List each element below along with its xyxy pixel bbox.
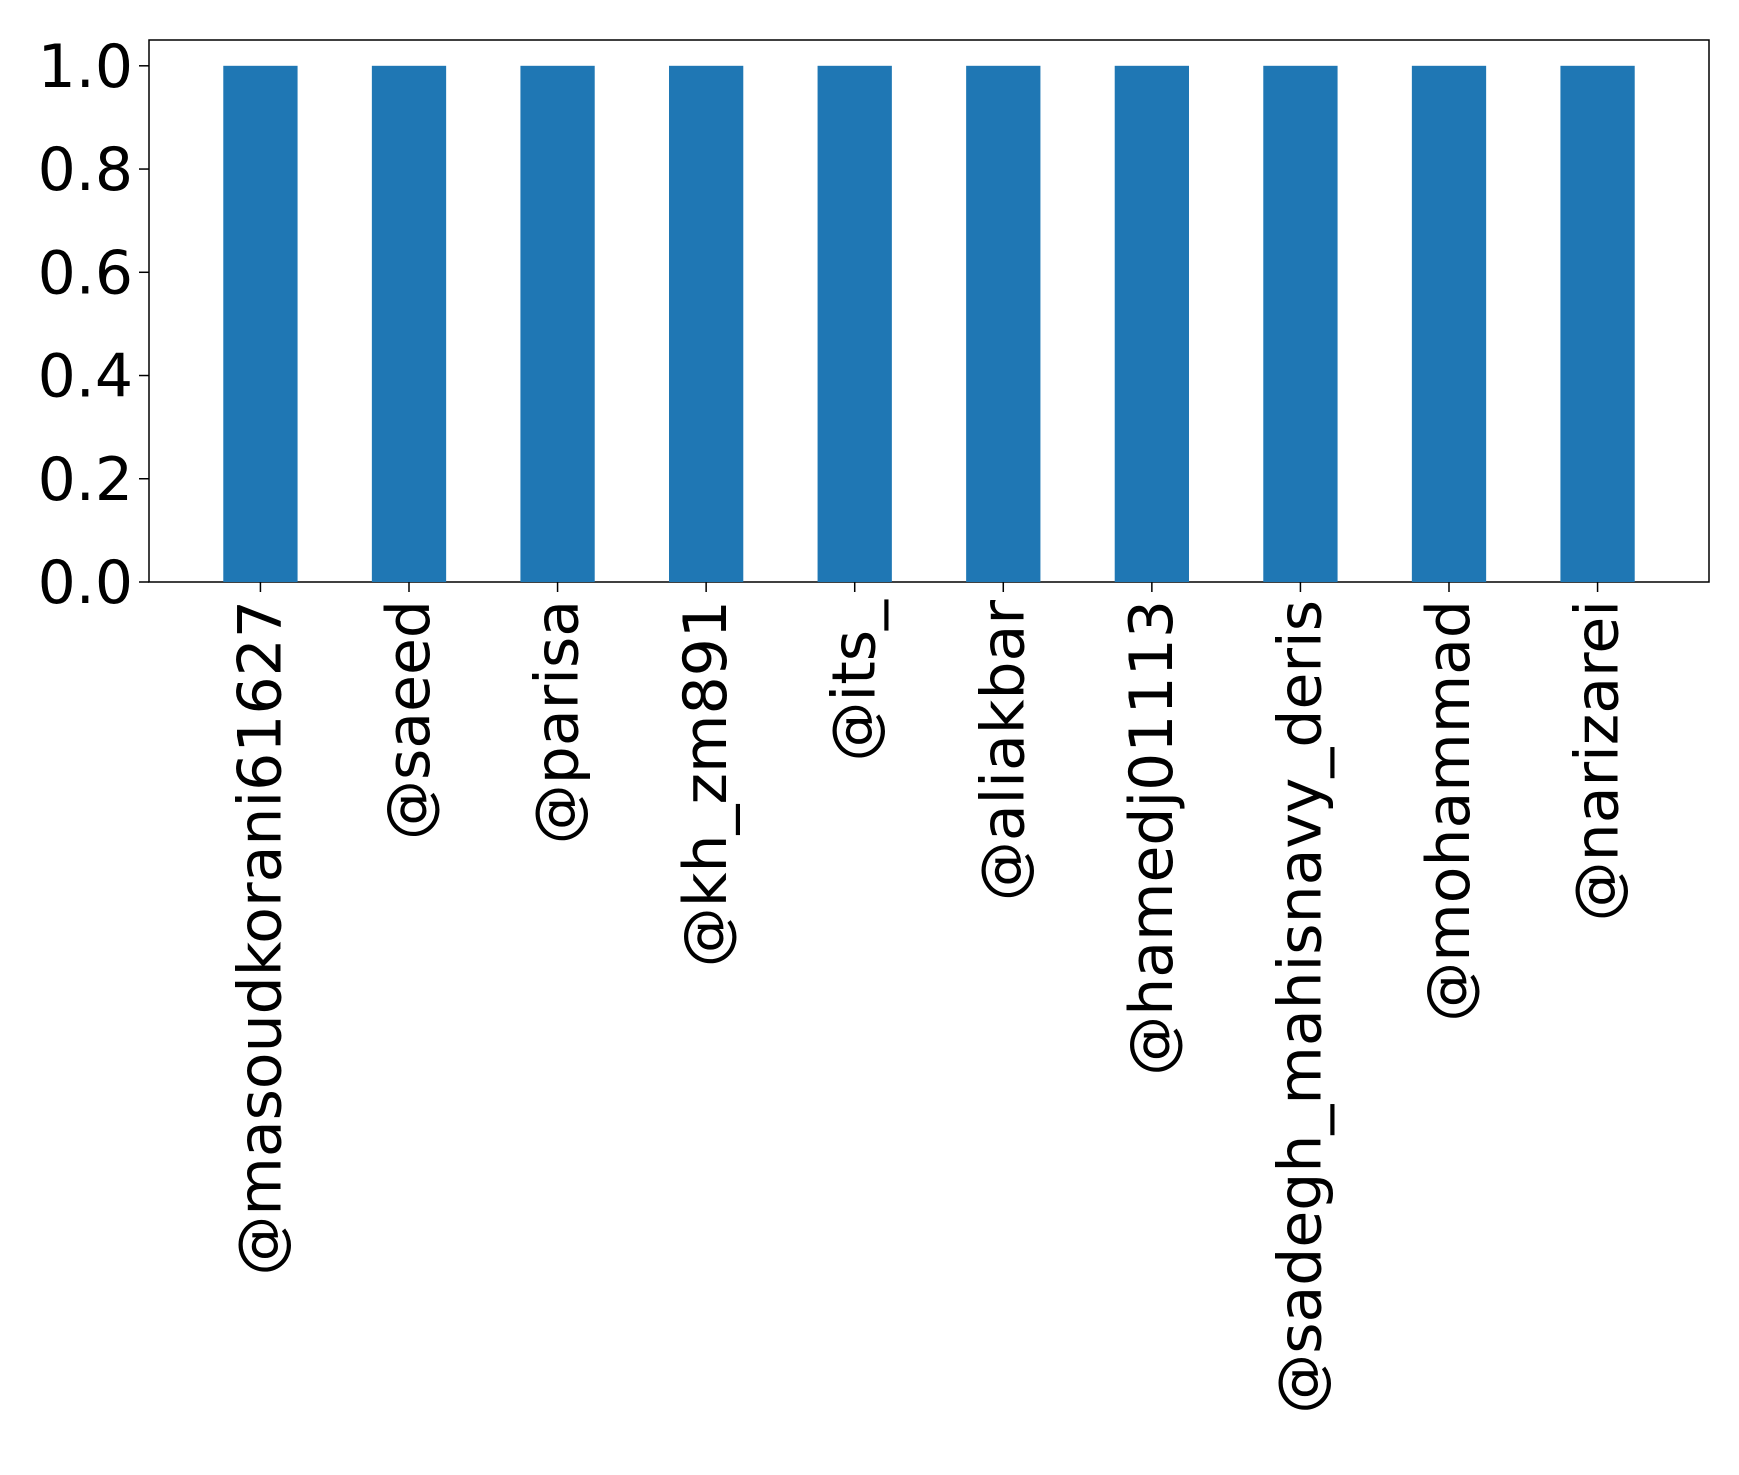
bar-6 [1114, 65, 1189, 583]
y-tick-label: 0.4 [38, 342, 133, 412]
bars-group [223, 65, 1635, 583]
x-tick-label: @narizarei [1563, 600, 1633, 921]
x-tick-label: @saeed [374, 600, 444, 840]
bar-3 [669, 65, 744, 583]
bar-4 [817, 65, 892, 583]
bar-2 [520, 65, 595, 583]
bar-7 [1263, 65, 1338, 583]
x-tick-label: @masoudkorani61627 [225, 600, 295, 1276]
plot-frame [148, 39, 1710, 583]
bar-0 [223, 65, 298, 583]
plot-area [148, 39, 1710, 583]
x-tick-label: @its_ [820, 599, 890, 761]
bar-5 [966, 65, 1041, 583]
y-tick-label: 0.2 [38, 445, 133, 515]
bar-8 [1411, 65, 1487, 583]
x-tick-label: @parisa [523, 600, 593, 844]
y-tick-label: 0.6 [38, 238, 133, 308]
bar-1 [371, 65, 447, 583]
x-tick-label: @kh_zm891 [671, 600, 741, 967]
y-axis: 0.0 0.2 0.4 0.6 0.8 1.0 [38, 32, 149, 618]
x-axis: @masoudkorani61627 @saeed @parisa @kh_zm891… [225, 582, 1633, 1414]
bar-9 [1560, 65, 1635, 583]
x-tick-label: @mohammad [1414, 600, 1484, 1022]
x-tick-label: @hamedj01113 [1117, 600, 1187, 1076]
x-tick-label: @sadegh_mahisnavy_deris [1265, 600, 1335, 1414]
x-tick-label: @aliakbar [968, 600, 1038, 901]
y-tick-label: 0.0 [38, 548, 133, 618]
y-tick-label: 1.0 [38, 32, 133, 102]
y-tick-label: 0.8 [38, 135, 133, 205]
